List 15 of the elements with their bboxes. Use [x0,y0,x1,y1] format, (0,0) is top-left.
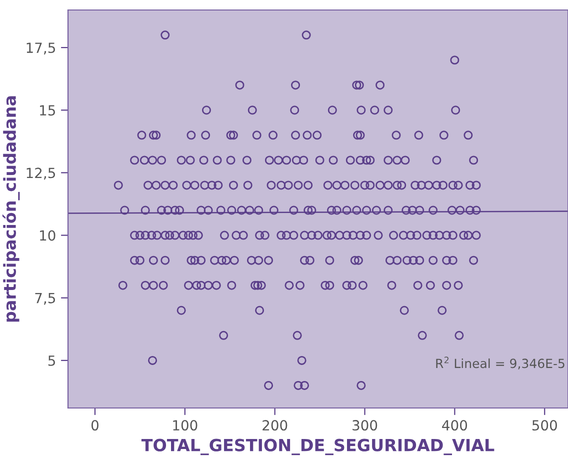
x-axis-title: TOTAL_GESTION_DE_SEGURIDAD_VIAL [141,438,494,456]
y-tick-label: 12,5 [26,168,55,180]
y-tick-label: 15 [40,105,55,116]
y-tick-label: 10 [40,230,56,241]
x-tick-label: 0 [91,420,98,431]
x-tick-label: 400 [442,420,468,431]
x-tick-label: 300 [352,420,378,431]
x-tick-label: 100 [173,420,198,431]
y-tick-label: 5 [48,356,55,366]
annotation: R$^{2}$ Lineal = 9,346E-5 [436,356,564,370]
x-tick-label: 500 [532,420,557,431]
y-tick-label: 17,5 [26,42,55,54]
y-tick-label: 7,5 [35,293,55,305]
y-axis-title: participación_ciudadana [2,96,20,322]
x-tick-label: 200 [262,420,288,431]
